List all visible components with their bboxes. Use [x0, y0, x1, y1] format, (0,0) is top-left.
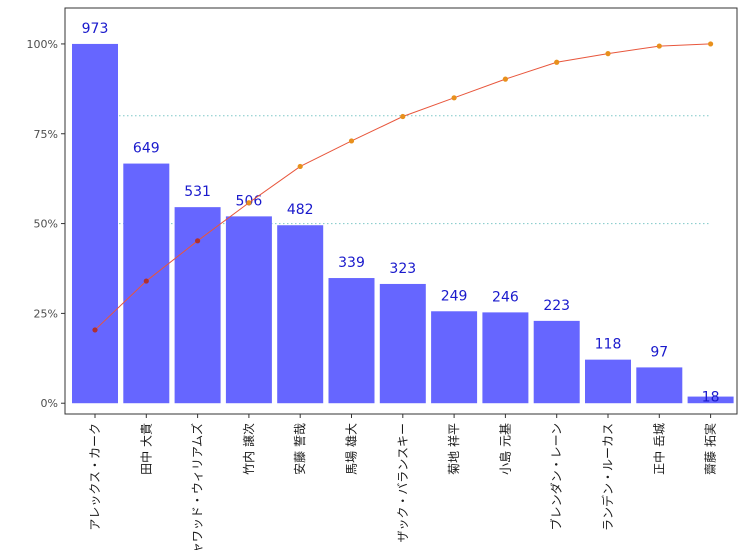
x-tick-label-5: 安藤 誓哉: [292, 423, 307, 475]
bar-value-label-1: 973: [82, 21, 109, 37]
x-tick-label-1: アレックス・カーク: [88, 423, 102, 531]
cumulative-point-6: [348, 138, 355, 144]
cumulative-point-5: [297, 163, 303, 170]
bar-3: [174, 207, 221, 404]
x-tick-label-11: ランデン・ルーカス: [600, 423, 615, 531]
bar-labels-layer: 9736495315064823393232492462231189718: [82, 21, 720, 405]
cumulative-point-4: [246, 200, 252, 206]
cumulative-point-3: [195, 238, 201, 244]
bar-13: [687, 396, 734, 404]
cumulative-line-layer: [92, 41, 714, 333]
y-tick-label-50: 50%: [34, 218, 58, 231]
bar-value-label-9: 246: [492, 289, 519, 305]
bar-value-label-11: 118: [595, 337, 622, 353]
bar-8: [431, 311, 478, 404]
y-tick-label-100: 100%: [27, 38, 58, 51]
bar-value-label-2: 649: [133, 141, 160, 157]
plot-border: [64, 7, 738, 415]
cumulative-point-13: [708, 41, 714, 47]
bar-6: [328, 278, 375, 404]
reference-lines: [95, 115, 711, 225]
bar-12: [636, 367, 683, 404]
bar-1: [72, 43, 118, 404]
bar-value-label-13: 18: [702, 389, 720, 405]
y-axis: 0% 25% 50% 75% 100%: [27, 38, 65, 410]
bar-5: [277, 225, 324, 404]
x-tick-label-9: 小島 元基: [497, 423, 512, 475]
bar-11: [585, 359, 631, 404]
bar-value-label-8: 249: [441, 288, 468, 304]
x-tick-label-7: ザック・バランスキー: [396, 423, 410, 543]
x-tick-label-8: 菊地 祥平: [447, 423, 461, 475]
y-tick-label-25: 25%: [34, 307, 58, 320]
bar-value-label-5: 482: [287, 202, 314, 218]
cumulative-point-11: [605, 51, 611, 57]
x-tick-label-12: 正中 岳城: [651, 423, 666, 475]
bar-value-label-3: 531: [184, 184, 211, 200]
x-tick-label-6: 馬場 雄大: [344, 423, 359, 475]
cumulative-point-9: [502, 76, 508, 82]
x-tick-label-2: 田中 大貴: [138, 423, 153, 475]
bar-value-label-7: 323: [389, 261, 416, 277]
plot-frame: [64, 7, 738, 415]
cumulative-point-7: [400, 113, 406, 120]
x-tick-label-13: 齋藤 拓実: [703, 423, 718, 475]
y-tick-label-0: 0%: [41, 397, 58, 410]
bar-4: [225, 216, 272, 404]
x-tick-label-3: ジャワッド・ウィリアムズ: [190, 423, 205, 550]
bar-10: [533, 320, 580, 404]
bar-value-label-12: 97: [650, 344, 668, 360]
x-tick-label-4: 竹内 譲次: [241, 423, 256, 475]
x-tick-label-10: ブレンダン・レーン: [549, 423, 564, 530]
bar-value-label-10: 223: [543, 298, 570, 314]
bar-value-label-6: 339: [338, 255, 365, 271]
y-tick-label-75: 75%: [34, 128, 58, 141]
x-axis: アレックス・カーク 田中 大貴 ジャワッド・ウィリアムズ 竹内 譲次 安藤 誓哉 馬場 雄…: [88, 414, 718, 554]
bar-9: [482, 312, 529, 404]
cumulative-point-10: [554, 59, 560, 65]
cumulative-point-8: [451, 95, 457, 101]
bar-7: [379, 283, 426, 404]
cumulative-point-1: [92, 327, 98, 333]
cumulative-point-2: [143, 278, 149, 284]
cumulative-point-12: [656, 43, 662, 49]
